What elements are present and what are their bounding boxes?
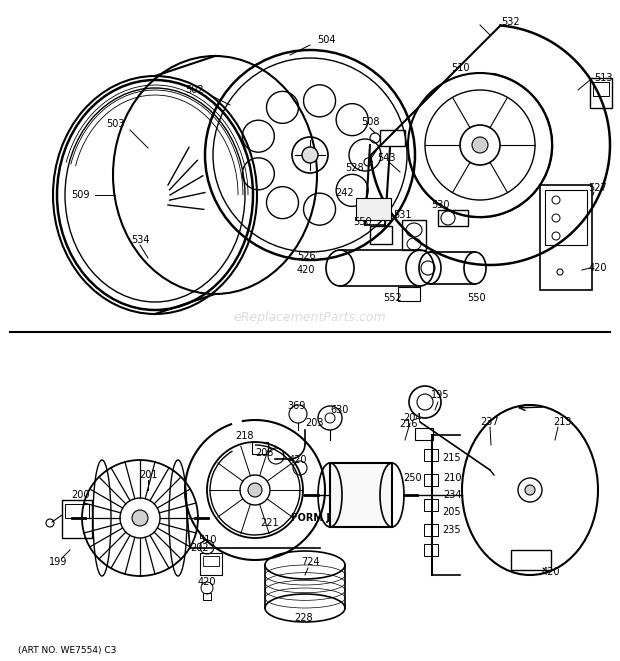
Text: 201: 201 xyxy=(139,470,157,480)
Text: 202: 202 xyxy=(191,543,210,553)
Text: 509: 509 xyxy=(71,190,89,200)
Text: 218: 218 xyxy=(236,431,254,441)
Bar xyxy=(62,500,92,538)
Bar xyxy=(380,130,405,146)
Text: 242: 242 xyxy=(335,188,354,198)
Text: 369: 369 xyxy=(287,401,305,411)
Text: 420: 420 xyxy=(198,577,216,587)
Bar xyxy=(330,463,392,527)
Text: 531: 531 xyxy=(392,210,411,220)
Text: 195: 195 xyxy=(431,390,450,400)
Text: 724: 724 xyxy=(301,557,319,567)
Text: 420: 420 xyxy=(289,455,308,465)
Text: 204: 204 xyxy=(403,413,421,423)
Text: 502: 502 xyxy=(185,85,203,95)
Bar xyxy=(424,524,438,536)
Text: 550: 550 xyxy=(353,217,371,227)
Text: eReplacementParts.com: eReplacementParts.com xyxy=(234,311,386,325)
Circle shape xyxy=(472,137,488,153)
Text: 203: 203 xyxy=(306,418,324,428)
Text: 552: 552 xyxy=(384,293,402,303)
Text: (ART NO. WE7554) C3: (ART NO. WE7554) C3 xyxy=(18,646,117,654)
Text: 235: 235 xyxy=(443,525,461,535)
Bar xyxy=(252,442,268,454)
Text: 550: 550 xyxy=(467,293,485,303)
Bar xyxy=(200,553,222,575)
Text: 503: 503 xyxy=(106,119,124,129)
Bar xyxy=(415,428,433,440)
Text: 237: 237 xyxy=(480,417,499,427)
Bar xyxy=(590,78,612,108)
Text: 513: 513 xyxy=(594,73,613,83)
Text: 250: 250 xyxy=(404,473,422,483)
Bar xyxy=(545,190,587,245)
Text: 420: 420 xyxy=(542,567,560,577)
Bar xyxy=(540,185,592,290)
Text: 504: 504 xyxy=(317,35,335,45)
Text: 205: 205 xyxy=(443,507,461,517)
Text: 234: 234 xyxy=(443,490,461,500)
Text: 534: 534 xyxy=(131,235,149,245)
Text: 532: 532 xyxy=(501,17,520,27)
Text: FORM J: FORM J xyxy=(291,513,329,523)
Text: 420: 420 xyxy=(297,265,315,275)
Bar xyxy=(424,499,438,511)
Text: 221: 221 xyxy=(260,518,280,528)
Circle shape xyxy=(248,483,262,497)
Bar xyxy=(203,556,219,566)
Text: 199: 199 xyxy=(49,557,67,567)
Text: 215: 215 xyxy=(443,453,461,463)
Bar xyxy=(402,220,426,250)
Circle shape xyxy=(132,510,148,526)
Bar xyxy=(511,550,551,570)
Text: 543: 543 xyxy=(377,153,396,163)
Bar xyxy=(356,198,391,220)
Text: 630: 630 xyxy=(331,405,349,415)
Text: 200: 200 xyxy=(71,490,89,500)
Text: 510: 510 xyxy=(198,535,216,545)
Bar xyxy=(593,82,609,96)
Text: 203: 203 xyxy=(255,448,274,458)
Text: 210: 210 xyxy=(443,473,461,483)
Text: 216: 216 xyxy=(399,419,417,429)
Bar xyxy=(398,287,420,301)
Text: 526: 526 xyxy=(297,251,316,261)
Bar xyxy=(424,449,438,461)
Text: 510: 510 xyxy=(451,63,469,73)
Text: 228: 228 xyxy=(294,613,313,623)
Text: 530: 530 xyxy=(431,200,450,210)
Text: 508: 508 xyxy=(361,117,379,127)
Text: 527: 527 xyxy=(588,183,608,193)
Text: 420: 420 xyxy=(589,263,607,273)
Bar xyxy=(370,226,392,244)
Bar xyxy=(203,593,211,600)
Bar xyxy=(424,474,438,486)
Circle shape xyxy=(302,147,318,163)
Text: 528: 528 xyxy=(345,163,363,173)
Circle shape xyxy=(525,485,535,495)
Text: 213: 213 xyxy=(553,417,571,427)
Bar xyxy=(438,210,468,226)
Bar xyxy=(65,504,89,518)
Bar xyxy=(424,544,438,556)
